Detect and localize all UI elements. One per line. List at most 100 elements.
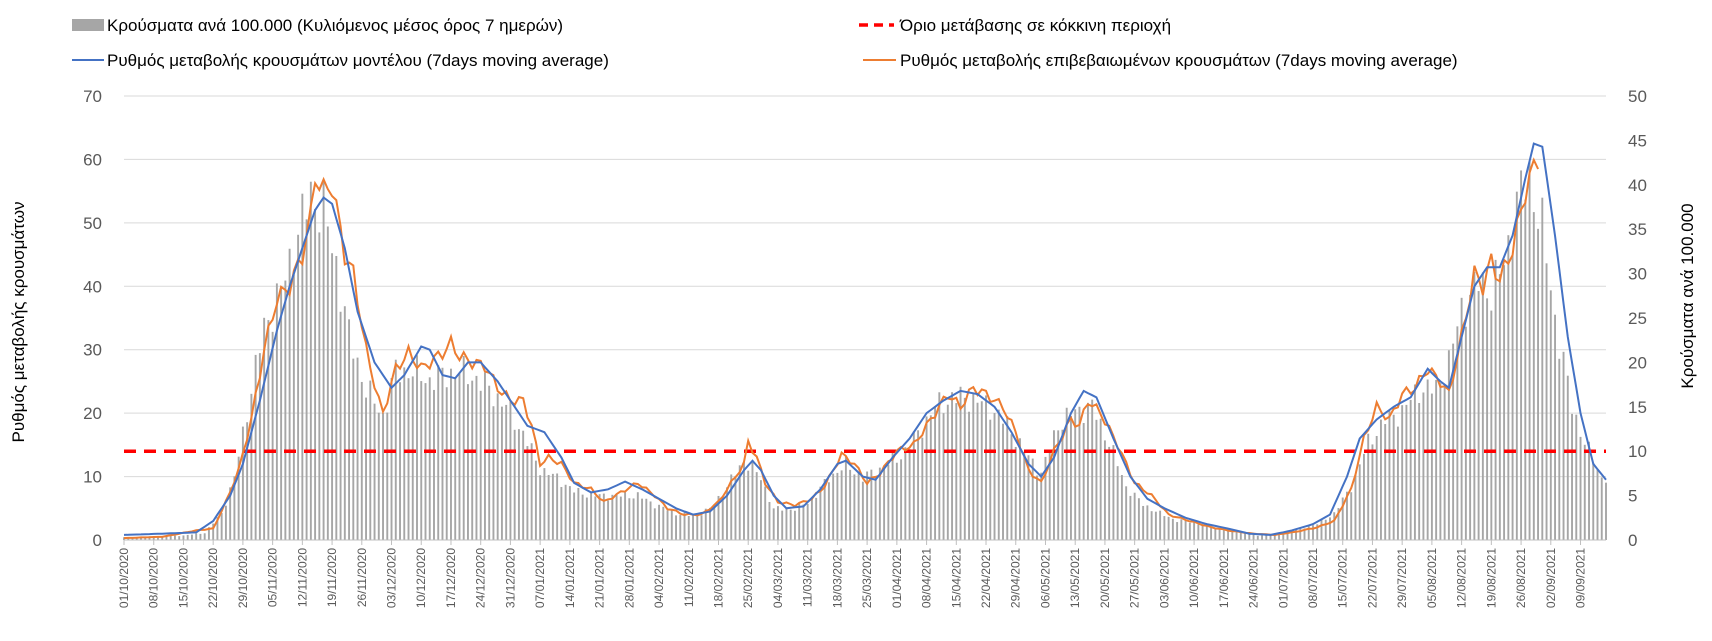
x-tick-label: 15/10/2020	[176, 548, 190, 608]
bar	[1244, 533, 1247, 540]
x-tick-label: 01/07/2021	[1276, 548, 1290, 608]
bar	[551, 473, 554, 540]
bar	[1405, 404, 1408, 540]
bar	[233, 476, 236, 540]
x-tick-label: 29/04/2021	[1009, 548, 1023, 608]
bar	[1176, 522, 1179, 540]
bar	[1477, 291, 1480, 540]
bar	[522, 430, 525, 540]
bar	[598, 494, 601, 540]
bar	[980, 401, 983, 540]
bar	[1312, 525, 1314, 540]
bar	[959, 386, 962, 540]
bar	[1388, 409, 1391, 540]
bar	[1554, 314, 1556, 540]
bar	[585, 497, 588, 540]
bar	[513, 429, 516, 540]
bar	[1265, 534, 1268, 540]
bar	[1329, 517, 1331, 540]
bar	[917, 430, 920, 540]
y-left-tick-label: 20	[83, 404, 102, 423]
bar	[878, 467, 881, 540]
bar	[123, 537, 125, 540]
x-tick-label: 26/11/2020	[355, 548, 369, 607]
legend: Κρούσματα ανά 100.000 (Κυλιόμενος μέσος …	[72, 16, 1458, 70]
bar	[1006, 416, 1009, 540]
bar	[662, 506, 665, 540]
x-tick-label: 22/07/2021	[1365, 548, 1379, 608]
bar	[556, 473, 559, 540]
bar	[1362, 453, 1365, 540]
x-tick-label: 15/07/2021	[1336, 548, 1350, 608]
x-tick-label: 18/03/2021	[830, 548, 844, 608]
y-axis-right-title: Κρούσματα ανά 100.000	[1678, 203, 1697, 388]
bar	[1053, 430, 1055, 540]
bar	[564, 484, 567, 540]
bar	[989, 419, 992, 540]
bar	[1401, 405, 1404, 540]
bar	[713, 504, 716, 540]
bar	[186, 534, 189, 540]
x-tick-label: 06/05/2021	[1038, 548, 1052, 608]
bar	[870, 469, 873, 540]
bar	[403, 367, 406, 540]
bar	[1337, 508, 1340, 540]
bar	[1125, 486, 1128, 540]
bar	[1583, 444, 1586, 540]
x-tick-label: 22/10/2020	[206, 548, 220, 608]
x-tick-label: 08/04/2021	[920, 548, 934, 608]
bar	[904, 447, 907, 540]
bar	[1222, 529, 1225, 540]
bar	[581, 494, 584, 540]
x-tick-label: 25/02/2021	[741, 548, 755, 608]
x-tick-label: 13/05/2021	[1068, 548, 1082, 608]
bar	[747, 470, 750, 540]
x-tick-label: 08/07/2021	[1306, 548, 1320, 608]
x-tick-label: 25/03/2021	[860, 548, 874, 608]
bars	[123, 161, 1607, 541]
bar	[356, 357, 359, 540]
x-tick-label: 26/08/2021	[1514, 548, 1528, 608]
bar	[509, 401, 512, 540]
bar	[1430, 393, 1433, 540]
bar	[1078, 406, 1081, 540]
bar	[1218, 528, 1221, 540]
bar	[161, 535, 164, 540]
bar	[275, 283, 278, 540]
bar	[483, 372, 486, 540]
bar	[1579, 436, 1582, 540]
y-right-tick-label: 35	[1628, 220, 1647, 239]
legend-swatch-bars	[72, 19, 104, 31]
bar	[641, 498, 644, 540]
bar	[577, 487, 580, 540]
bar	[505, 404, 508, 540]
bar	[1256, 535, 1259, 540]
bar	[1133, 492, 1136, 540]
bar	[216, 517, 219, 540]
bar	[301, 193, 304, 541]
bar	[963, 397, 966, 540]
bar	[679, 515, 682, 540]
bar	[1103, 440, 1106, 540]
y-left-tick-label: 10	[83, 468, 102, 487]
bar	[174, 535, 176, 540]
x-tick-label: 19/08/2021	[1484, 548, 1498, 608]
bar	[1273, 533, 1276, 540]
bar	[322, 181, 325, 540]
bar	[832, 473, 835, 540]
bar	[1167, 516, 1170, 540]
y-left-tick-label: 30	[83, 341, 102, 360]
bar	[929, 415, 932, 540]
x-tick-label: 19/11/2020	[325, 548, 339, 607]
bar	[1303, 528, 1306, 540]
x-tick-label: 11/02/2021	[682, 548, 696, 607]
bar	[1002, 423, 1004, 540]
bar	[602, 493, 605, 540]
bar	[241, 426, 244, 540]
bar	[951, 392, 954, 540]
bar	[844, 456, 847, 540]
bar	[696, 514, 699, 540]
bar	[636, 492, 639, 540]
x-tick-label: 10/06/2021	[1187, 548, 1201, 608]
